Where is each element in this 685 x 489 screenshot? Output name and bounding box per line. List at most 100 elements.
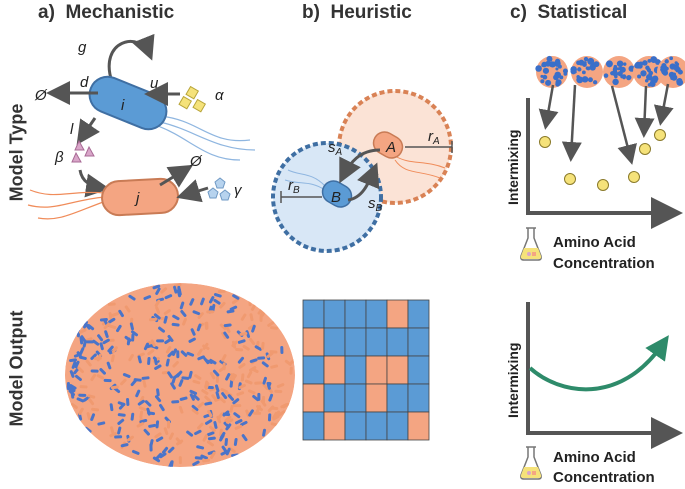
colony-cell: [189, 393, 195, 401]
colony-cell: [192, 460, 200, 466]
cell-B: [321, 180, 353, 208]
colony-cell: [165, 346, 172, 354]
radius-A-label: rA: [428, 128, 440, 147]
colony-cell: [79, 385, 88, 389]
colony-cell: [75, 374, 82, 382]
colony-cell: [282, 402, 290, 409]
colony-thumbnail-blob: [555, 79, 562, 86]
colony-cell: [69, 384, 77, 390]
colony-cell: [204, 382, 210, 390]
alpha-molecules: [178, 85, 207, 113]
grid-cell: [323, 383, 346, 413]
colony-thumbnail-blob: [612, 71, 619, 77]
colony-cell: [120, 378, 127, 386]
cell-i-label: i: [121, 97, 125, 114]
data-point: [539, 136, 551, 148]
colony-thumbnail-blob: [670, 74, 678, 81]
colony-thumbnail-blob: [630, 65, 634, 69]
colony-thumbnail-blob: [613, 64, 618, 69]
empty-set-2: Ø: [189, 153, 203, 170]
colony-thumbnail-blob: [637, 74, 642, 79]
colony-cell: [70, 390, 75, 399]
colony-cell: [267, 321, 275, 327]
colony-thumbnail-blob: [535, 65, 542, 72]
colony-thumbnail-blob: [545, 79, 552, 86]
strength-B-label: sB: [368, 195, 383, 214]
colony-cell: [211, 394, 218, 402]
colony-cell: [143, 295, 152, 301]
colony-thumbnail-blob: [577, 67, 582, 72]
colony-cell: [99, 368, 106, 375]
colony-cell: [284, 359, 292, 366]
colony-cell: [191, 404, 199, 412]
colony-cell: [131, 333, 135, 342]
colony-cell: [83, 320, 88, 329]
mechanistic-diagram: g i d Ø u α l β: [27, 33, 256, 220]
colony-cell: [209, 425, 216, 432]
colony-cell: [107, 345, 114, 353]
colony-cell: [186, 430, 194, 437]
colony-cell: [131, 330, 139, 337]
colony-cell: [152, 284, 161, 290]
colony-cell: [229, 373, 236, 381]
colony-cell: [79, 336, 84, 345]
colony-cell: [240, 420, 248, 427]
colony-thumbnail-blob: [555, 67, 559, 71]
colony-cell: [236, 391, 245, 396]
colony-thumbnail-blob: [562, 68, 568, 74]
colony-thumbnail-blob: [669, 56, 674, 61]
colony-cell: [111, 312, 120, 317]
colony-thumbnail-blob: [587, 57, 595, 65]
colony-cell: [179, 396, 188, 401]
colony-thumbnail-blob: [645, 65, 650, 71]
colony-cell: [221, 445, 228, 453]
panel-a-letter: a): [38, 2, 55, 23]
colony-cell: [238, 362, 246, 369]
colony-cell: [78, 328, 87, 334]
colony-thumbnail-blob: [621, 74, 627, 79]
colony-cell: [194, 429, 202, 436]
colony-cell: [240, 373, 245, 382]
colony-cell: [180, 350, 188, 357]
colony-cell: [166, 420, 171, 429]
colony-cell: [126, 337, 131, 346]
colony-cell: [167, 371, 173, 379]
colony-cell: [250, 303, 257, 311]
bottom-y-label: Intermixing: [505, 343, 521, 418]
colony-cell: [205, 321, 209, 330]
grid-cell: [302, 355, 325, 385]
gamma-uptake-arrow: [176, 179, 209, 203]
colony-cell: [188, 337, 196, 343]
grid-cell: [386, 383, 409, 413]
data-point: [639, 143, 651, 155]
colony-thumbnail-blob: [576, 76, 584, 84]
colony-cell: [219, 431, 226, 440]
colony-cell: [262, 376, 267, 385]
colony-thumbnail-blob: [646, 73, 653, 81]
colony-cell: [205, 359, 213, 364]
colony-thumbnail-blob: [642, 60, 648, 66]
colony-cell: [69, 358, 78, 363]
grid-cell: [365, 411, 388, 441]
colony-thumbnail-blob: [563, 71, 568, 76]
colony-cell: [153, 357, 158, 366]
flask-icon: [520, 446, 542, 480]
colony-cell: [122, 373, 131, 378]
colony-cell: [130, 412, 135, 421]
colony-cell: [233, 404, 242, 408]
colony-cell: [270, 364, 279, 369]
colony-cell: [192, 310, 201, 316]
colony-thumbnail-blob: [634, 63, 640, 69]
colony-thumbnail-blob: [612, 78, 619, 86]
colony-cell: [68, 386, 76, 393]
colony-cell: [254, 381, 263, 385]
grid-cell: [386, 327, 409, 357]
colony-cell: [247, 389, 256, 395]
colony-cell: [147, 357, 151, 365]
colony-cell: [289, 366, 293, 375]
colony-cell: [215, 374, 219, 383]
colony-cell: [253, 411, 262, 415]
grid-cell: [323, 327, 346, 357]
colony-cell: [182, 317, 187, 326]
colony-cell: [96, 374, 105, 380]
